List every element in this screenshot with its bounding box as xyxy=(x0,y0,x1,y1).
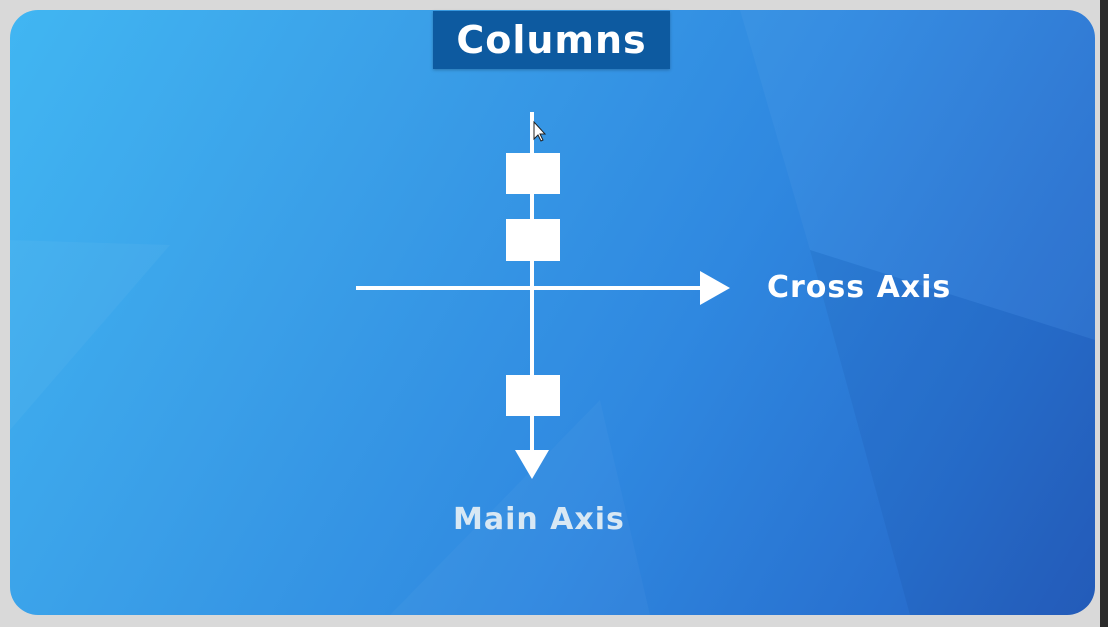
main-axis-label: Main Axis xyxy=(453,502,625,537)
column-item-1 xyxy=(506,153,560,194)
mouse-pointer-icon xyxy=(533,120,547,142)
title-banner: Columns xyxy=(433,11,670,69)
column-item-2 xyxy=(506,219,560,261)
slide-title: Columns xyxy=(456,18,647,62)
main-axis-arrowhead-icon xyxy=(515,450,549,479)
window-edge xyxy=(1100,0,1108,627)
cross-axis-arrowhead-icon xyxy=(700,271,730,305)
column-item-3 xyxy=(506,375,560,416)
cross-axis-label: Cross Axis xyxy=(767,270,952,305)
